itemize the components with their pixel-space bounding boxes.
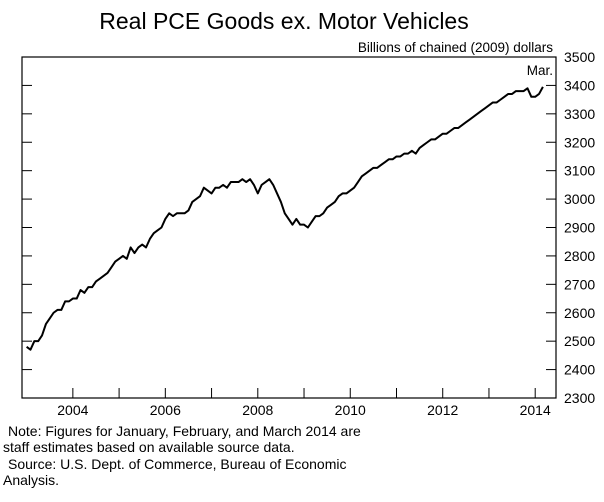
y-tick-label: 2600: [564, 305, 595, 321]
y-tick-label: 3500: [564, 49, 595, 65]
x-tick-label: 2012: [427, 402, 458, 418]
note: Analysis.: [3, 472, 59, 488]
x-tick-label: 2010: [335, 402, 366, 418]
annotation: Mar.: [527, 63, 553, 78]
y-tick-label: 2500: [564, 333, 595, 349]
x-tick-label: 2014: [520, 402, 551, 418]
x-tick-label: 2006: [150, 402, 181, 418]
note: Note: Figures for January, February, and…: [8, 423, 361, 439]
y-tick-label: 2300: [564, 390, 595, 406]
y-tick-label: 3000: [564, 191, 595, 207]
y-tick-label: 3300: [564, 106, 595, 122]
data-line: [26, 86, 544, 351]
y-tick-label: 3100: [564, 163, 595, 179]
plot-frame: [21, 56, 557, 399]
y-tick-label: 3200: [564, 134, 595, 150]
x-tick-label: 2008: [242, 402, 273, 418]
x-tick-label: 2004: [57, 402, 88, 418]
y-tick-label: 2400: [564, 362, 595, 378]
chart-title: Real PCE Goods ex. Motor Vehicles: [99, 8, 468, 34]
note: Source: U.S. Dept. of Commerce, Bureau o…: [8, 456, 346, 472]
y-tick-label: 2800: [564, 248, 595, 264]
y-axis-label: Billions of chained (2009) dollars: [358, 40, 553, 55]
y-tick-label: 2900: [564, 220, 595, 236]
y-tick-label: 2700: [564, 276, 595, 292]
y-tick-label: 3400: [564, 77, 595, 93]
note: staff estimates based on available sourc…: [3, 439, 295, 455]
